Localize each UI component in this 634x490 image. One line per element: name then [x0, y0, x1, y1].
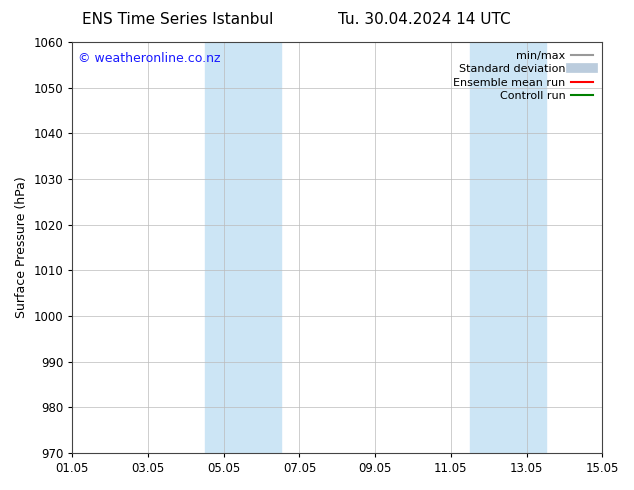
- Bar: [470, 42, 545, 453]
- Y-axis label: Surface Pressure (hPa): Surface Pressure (hPa): [15, 176, 28, 318]
- Legend: min/max, Standard deviation, Ensemble mean run, Controll run: min/max, Standard deviation, Ensemble me…: [450, 48, 597, 104]
- Text: ENS Time Series Istanbul: ENS Time Series Istanbul: [82, 12, 273, 27]
- Text: Tu. 30.04.2024 14 UTC: Tu. 30.04.2024 14 UTC: [339, 12, 511, 27]
- Bar: [205, 42, 280, 453]
- Text: © weatheronline.co.nz: © weatheronline.co.nz: [77, 52, 220, 65]
